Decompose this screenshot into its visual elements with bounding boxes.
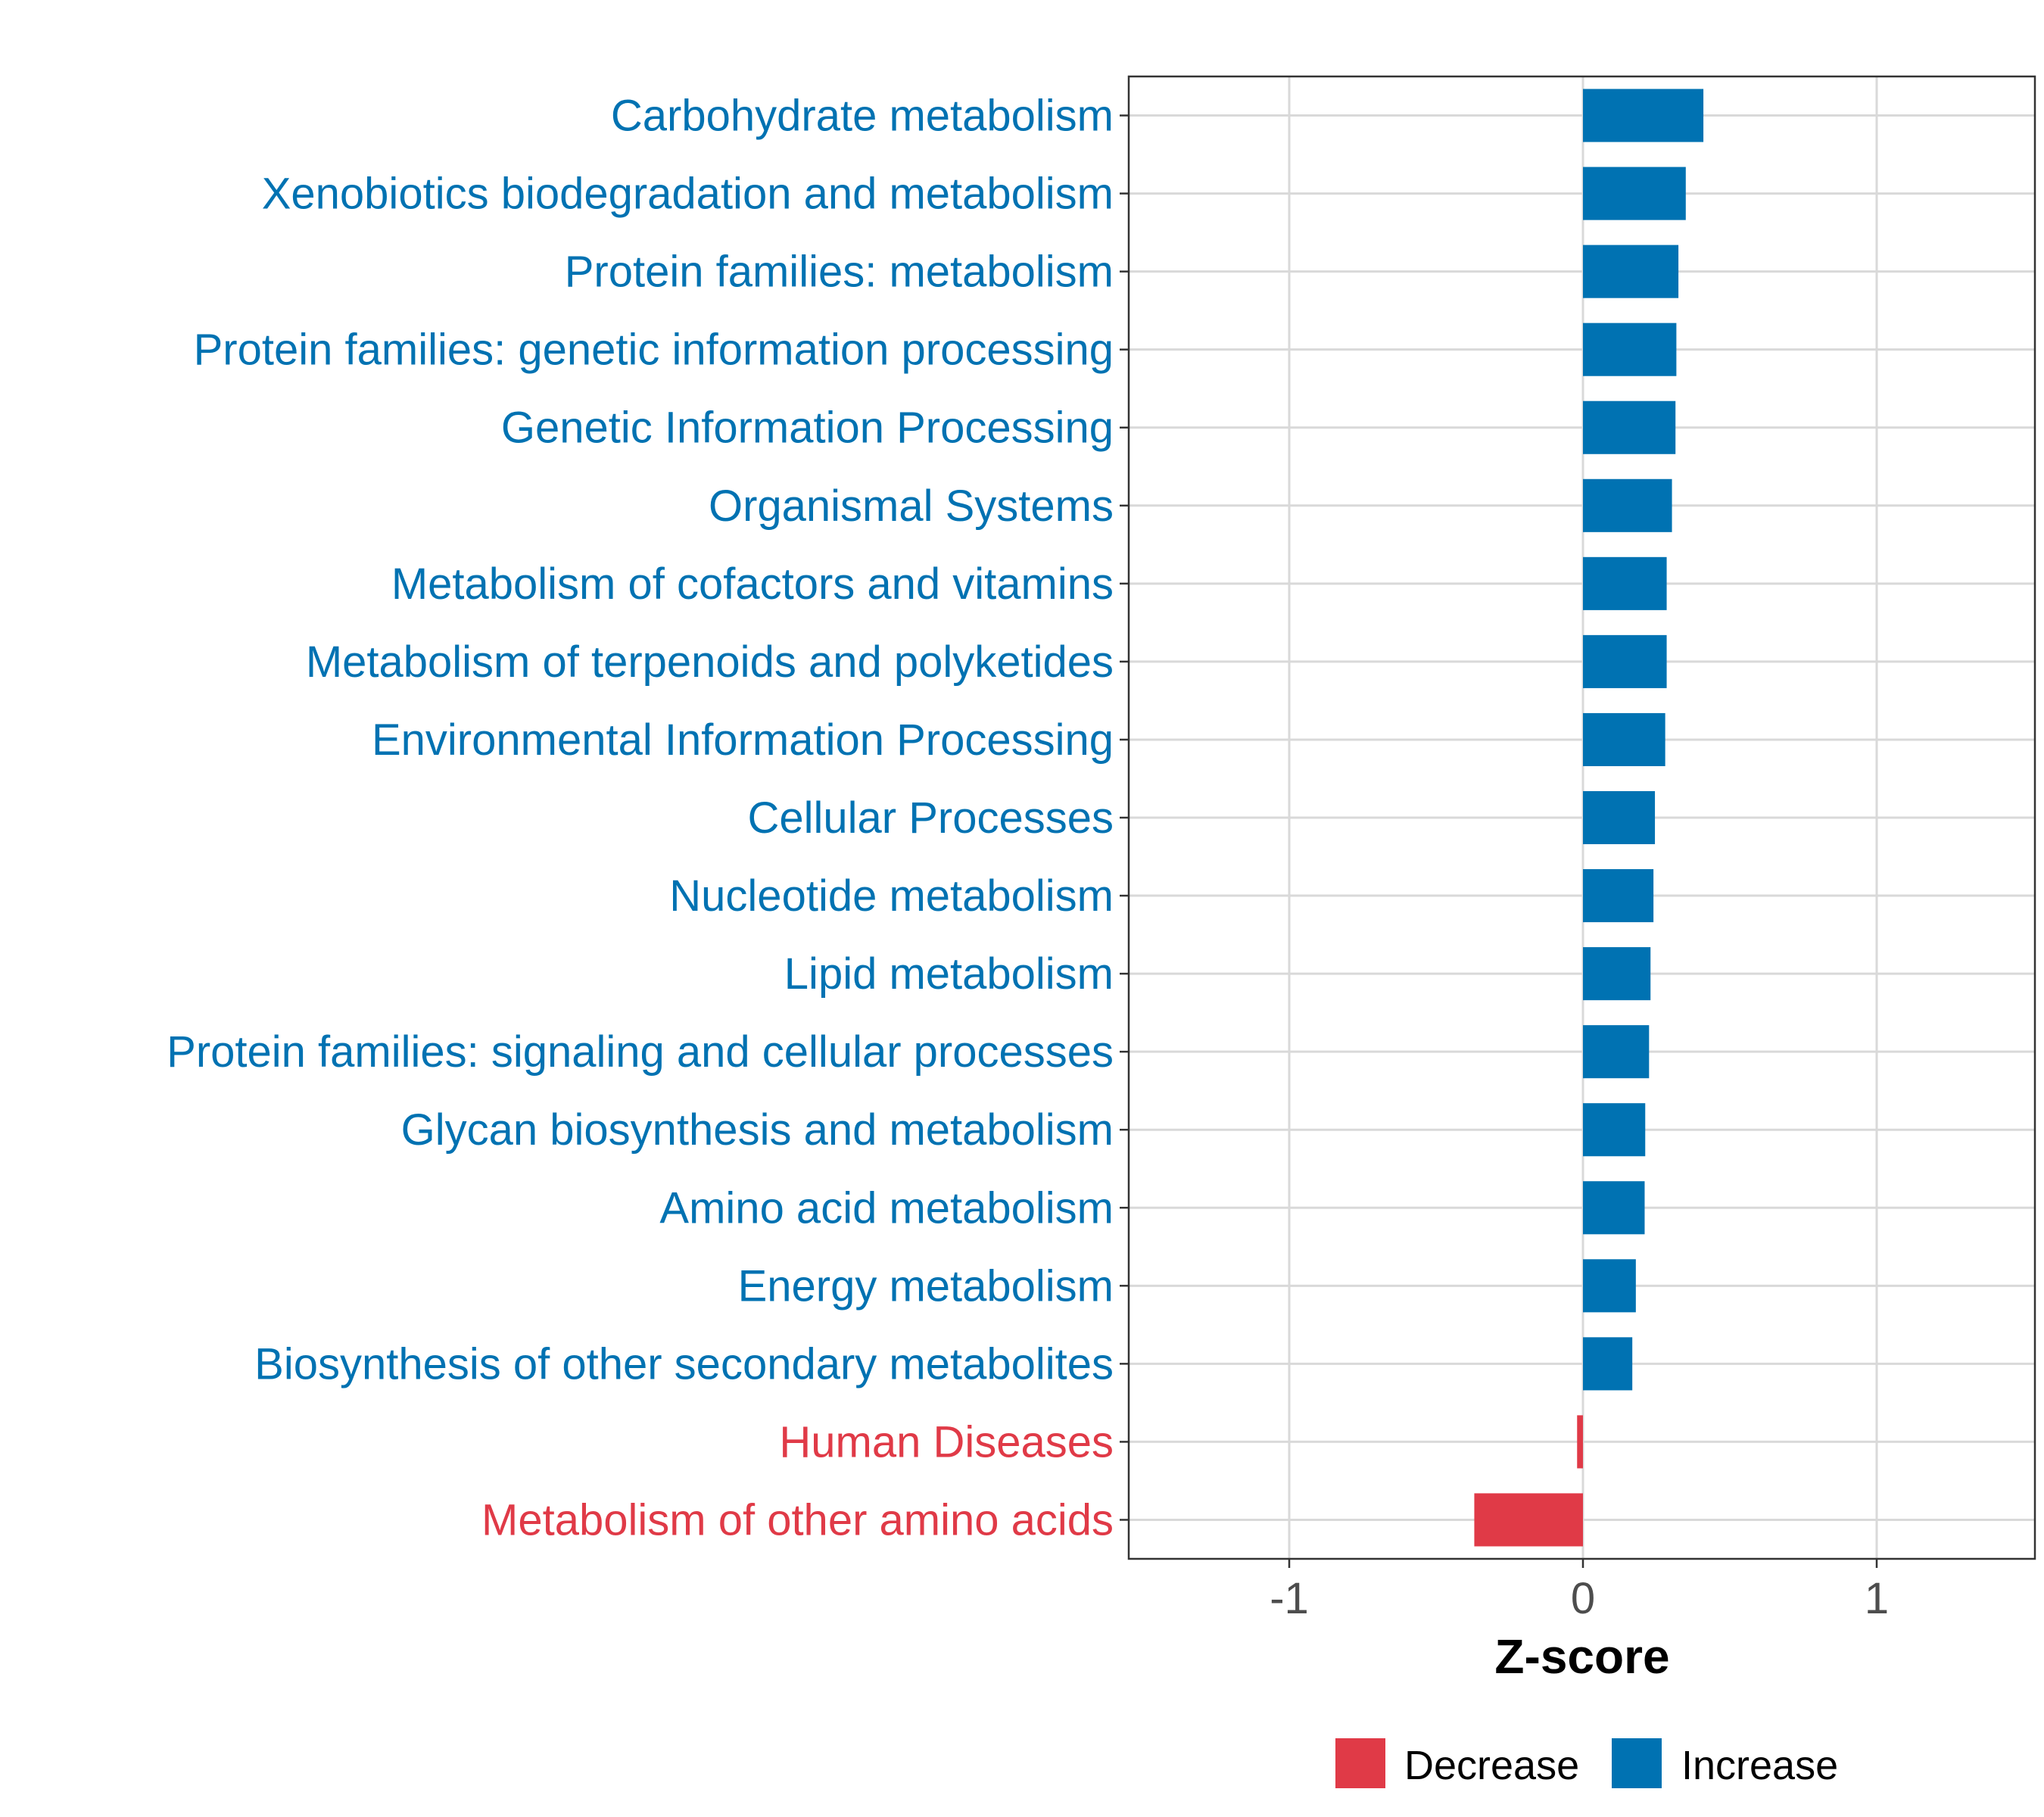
legend: Decrease Increase <box>1335 1738 1838 1788</box>
bar-12 <box>1583 1025 1650 1079</box>
category-label-13: Glycan biosynthesis and metabolism <box>401 1105 1114 1155</box>
category-label-16: Biosynthesis of other secondary metaboli… <box>254 1339 1114 1388</box>
category-label-2: Protein families: metabolism <box>565 248 1114 297</box>
category-label-17: Human Diseases <box>779 1417 1114 1466</box>
category-label-8: Environmental Information Processing <box>372 715 1114 765</box>
bar-16 <box>1583 1337 1633 1391</box>
x-tick-label-0: -1 <box>1270 1574 1309 1623</box>
category-label-14: Amino acid metabolism <box>659 1183 1114 1233</box>
y-axis: Carbohydrate metabolism Xenobiotics biode… <box>167 92 1129 1544</box>
category-label-12: Protein families: signaling and cellular… <box>167 1027 1114 1077</box>
category-label-0: Carbohydrate metabolism <box>611 92 1114 141</box>
bar-7 <box>1583 634 1667 688</box>
bar-0 <box>1583 89 1704 142</box>
category-label-7: Metabolism of terpenoids and polyketides <box>306 637 1114 687</box>
legend-key-decrease <box>1335 1738 1385 1788</box>
bar-17 <box>1577 1415 1583 1469</box>
category-label-1: Xenobiotics biodegradation and metabolis… <box>262 170 1114 219</box>
legend-label-increase: Increase <box>1681 1743 1838 1788</box>
bar-13 <box>1583 1103 1646 1157</box>
category-label-6: Metabolism of cofactors and vitamins <box>391 559 1114 609</box>
bars <box>1474 89 1704 1547</box>
bar-3 <box>1583 323 1677 376</box>
bar-14 <box>1583 1181 1645 1235</box>
bar-18 <box>1474 1493 1583 1547</box>
legend-label-decrease: Decrease <box>1404 1743 1579 1788</box>
x-axis: -1 0 1 <box>1270 1559 1889 1623</box>
bar-10 <box>1583 869 1654 923</box>
category-label-11: Lipid metabolism <box>784 949 1114 999</box>
bar-2 <box>1583 245 1679 298</box>
category-label-9: Cellular Processes <box>747 793 1114 843</box>
bar-5 <box>1583 478 1672 532</box>
category-label-3: Protein families: genetic information pr… <box>194 326 1114 375</box>
bar-6 <box>1583 556 1667 610</box>
category-label-4: Genetic Information Processing <box>501 404 1114 453</box>
category-label-18: Metabolism of other amino acids <box>481 1495 1114 1544</box>
bar-9 <box>1583 790 1656 845</box>
category-label-15: Energy metabolism <box>738 1261 1114 1311</box>
x-tick-label-2: 1 <box>1865 1574 1889 1623</box>
category-label-10: Nucleotide metabolism <box>669 871 1114 921</box>
x-tick-label-1: 0 <box>1571 1574 1595 1623</box>
bar-1 <box>1583 167 1686 220</box>
x-axis-title: Z-score <box>1494 1629 1669 1684</box>
bar-4 <box>1583 400 1676 454</box>
category-label-5: Organismal Systems <box>709 482 1114 531</box>
legend-key-increase <box>1612 1738 1662 1788</box>
bar-15 <box>1583 1259 1636 1313</box>
bar-11 <box>1583 947 1651 1001</box>
bar-8 <box>1583 712 1665 766</box>
